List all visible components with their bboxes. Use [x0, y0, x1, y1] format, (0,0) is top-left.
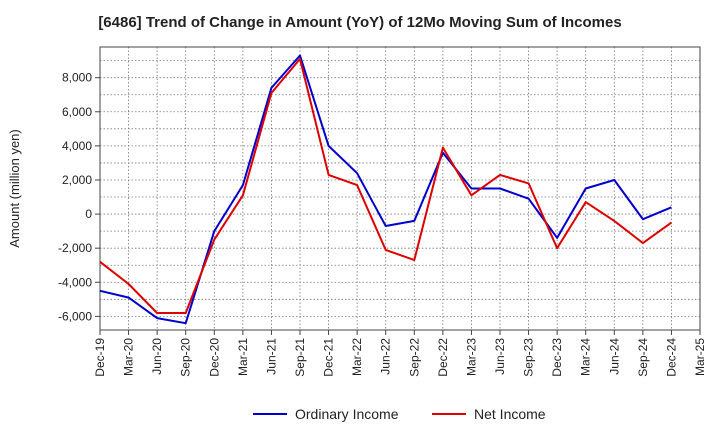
x-tick-label: Dec-21 [322, 338, 336, 377]
x-tick-label: Jun-23 [493, 338, 507, 375]
x-tick-label: Dec-23 [550, 338, 564, 377]
series-line-net-income [99, 57, 672, 314]
x-tick-label: Jun-20 [150, 338, 164, 375]
series-line-ordinary-income [99, 54, 672, 325]
y-axis-label: Amount (million yen) [7, 129, 22, 248]
x-tick-label: Mar-23 [464, 338, 478, 376]
x-tick-label: Dec-24 [664, 338, 678, 377]
x-tick-label: Dec-19 [93, 338, 107, 377]
x-tick-label: Jun-22 [379, 338, 393, 375]
y-tick-label: 0 [85, 207, 92, 221]
y-tick-label: -2,000 [58, 241, 92, 255]
x-tick-label: Mar-21 [236, 338, 250, 376]
x-tick-label: Mar-24 [579, 338, 593, 376]
x-tick-label: Dec-22 [436, 338, 450, 377]
y-tick-label: 2,000 [62, 173, 92, 187]
legend-label: Net Income [474, 406, 546, 422]
plot-area [100, 47, 700, 330]
x-tick-label: Sep-21 [293, 338, 307, 377]
x-tick-label: Sep-24 [636, 338, 650, 377]
x-tick-label: Sep-20 [179, 338, 193, 377]
x-tick-label: Mar-25 [693, 338, 707, 376]
y-tick-label: 8,000 [62, 71, 92, 85]
y-tick-label: -6,000 [58, 309, 92, 323]
x-tick-label: Mar-20 [122, 338, 136, 376]
legend-label: Ordinary Income [295, 406, 399, 422]
x-tick-label: Jun-24 [607, 338, 621, 375]
plot-border [99, 46, 701, 331]
x-tick-label: Sep-23 [522, 338, 536, 377]
y-tick-label: 4,000 [62, 139, 92, 153]
x-tick-label: Jun-21 [264, 338, 278, 375]
x-tick-label: Sep-22 [407, 338, 421, 377]
y-tick-label: 6,000 [62, 105, 92, 119]
chart-title: [6486] Trend of Change in Amount (YoY) o… [98, 14, 622, 31]
y-tick-label: -4,000 [58, 275, 92, 289]
x-tick-label: Dec-20 [207, 338, 221, 377]
x-tick-label: Mar-22 [350, 338, 364, 376]
